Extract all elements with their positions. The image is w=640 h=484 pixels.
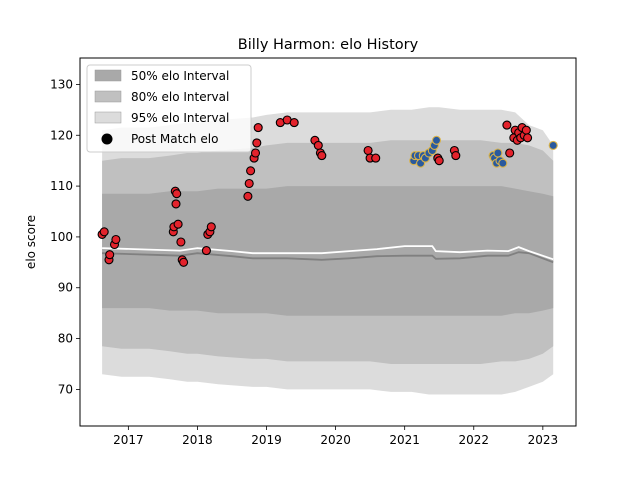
data-point-15 [201, 246, 211, 256]
plot-frame [79, 57, 577, 427]
data-point-57 [505, 148, 515, 158]
data-point-24 [252, 138, 262, 148]
data-point-9 [171, 199, 181, 209]
y-tick-label-90: 90 [58, 281, 73, 295]
y-tick-label-130: 130 [50, 77, 73, 91]
legend-swatch-95 [94, 111, 122, 124]
data-point-47 [434, 156, 444, 166]
data-point-20 [244, 178, 254, 189]
x-tick-label-2022: 2022 [458, 433, 489, 447]
median-elo-line [102, 251, 554, 264]
data-point-67 [548, 140, 558, 150]
data-point-45 [431, 135, 442, 145]
data-point-12 [176, 237, 186, 247]
legend-swatch-80 [94, 90, 122, 103]
chart-title: Billy Harmon: elo History [238, 37, 419, 53]
data-point-23 [250, 148, 261, 158]
data-point-49 [451, 151, 461, 161]
axes: 2017 2018 2019 2020 2021 2022 2023 70 80 90 100 110… [50, 77, 558, 447]
legend: 50% elo Interval 80% elo Interval 95% el… [86, 64, 252, 153]
x-tick-label-2017: 2017 [113, 433, 144, 447]
data-point-33 [363, 145, 373, 156]
data-point-19 [243, 191, 253, 201]
data-point-11 [173, 219, 183, 229]
data-point-35 [371, 153, 381, 163]
mean-elo-line [102, 245, 554, 261]
x-tick-label-2018: 2018 [182, 433, 213, 447]
x-tick-label-2023: 2023 [528, 433, 559, 447]
band-50-interval [102, 186, 554, 316]
legend-label-50: 50% elo Interval [131, 69, 229, 83]
y-tick-label-120: 120 [50, 128, 73, 142]
data-point-56 [502, 120, 512, 130]
data-point-65 [521, 125, 531, 135]
data-point-21 [246, 166, 256, 176]
y-tick-label-110: 110 [50, 179, 73, 193]
data-point-3 [105, 250, 115, 260]
x-tick-label-2019: 2019 [251, 433, 282, 447]
data-point-25 [253, 123, 263, 133]
x-tick-label-2021: 2021 [389, 433, 420, 447]
data-point-32 [317, 151, 327, 161]
data-point-10 [172, 189, 182, 199]
legend-label-95: 95% elo Interval [131, 111, 229, 125]
y-tick-label-100: 100 [50, 230, 73, 244]
legend-frame [86, 64, 252, 153]
data-point-5 [111, 234, 121, 245]
data-point-18 [206, 222, 216, 232]
data-point-1 [99, 227, 109, 237]
legend-label-post-match: Post Match elo [131, 132, 218, 146]
data-point-55 [498, 158, 508, 168]
plot-area [97, 107, 558, 395]
legend-marker-post-match [101, 133, 113, 145]
legend-label-80: 80% elo Interval [131, 90, 229, 104]
legend-swatch-50 [94, 69, 122, 82]
y-tick-label-70: 70 [58, 382, 73, 396]
x-tick-label-2020: 2020 [320, 433, 351, 447]
y-tick-label-80: 80 [58, 332, 73, 346]
data-point-30 [313, 140, 323, 150]
data-point-28 [289, 118, 299, 128]
data-point-14 [179, 257, 189, 267]
y-axis-label: elo score [24, 215, 38, 269]
data-point-53 [493, 148, 503, 158]
data-point-66 [523, 133, 533, 143]
